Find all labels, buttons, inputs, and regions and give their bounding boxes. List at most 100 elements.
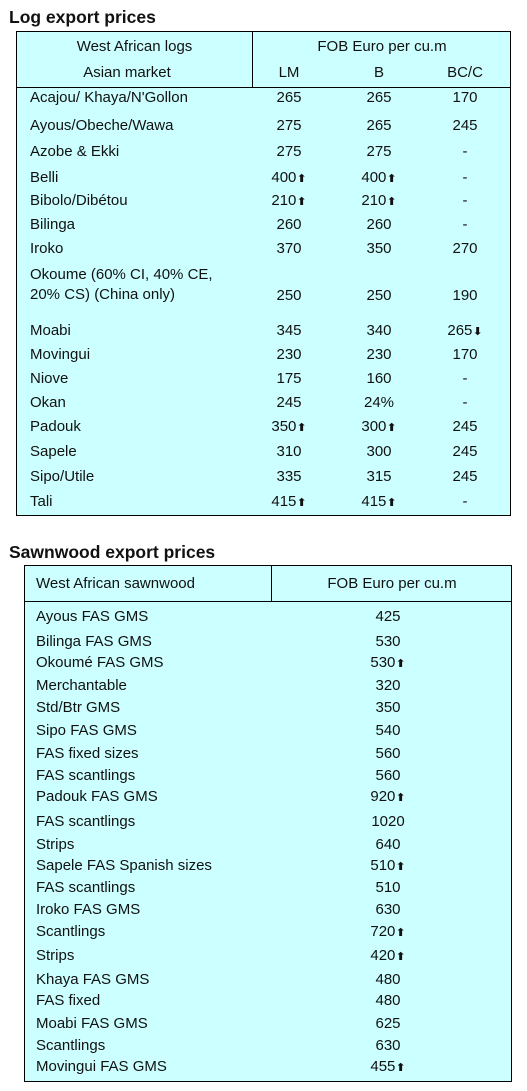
price-lm: 265 [249, 89, 329, 107]
price-bcc: - [425, 216, 505, 234]
product-name: FAS fixed sizes [36, 745, 139, 763]
arrow-up-icon: ⬆ [296, 196, 308, 208]
product-name: Iroko FAS GMS [36, 901, 140, 919]
species-name: Azobe & Ekki [30, 143, 119, 161]
species-name-value: Iroko [30, 240, 64, 257]
product-name: Bilinga FAS GMS [36, 633, 152, 651]
price-lm: 370 [249, 240, 329, 258]
price-bcc: 245 [425, 468, 505, 486]
product-name: Khaya FAS GMS [36, 971, 149, 989]
product-price: 510 [348, 879, 428, 897]
product-name: Movingui FAS GMS [36, 1058, 167, 1076]
price-b-value: 350 [366, 240, 392, 257]
product-price: 560 [348, 745, 428, 763]
species-name-value: Okan [30, 394, 66, 411]
price-lm-value: 335 [276, 468, 302, 485]
product-price-value: 480 [375, 971, 401, 988]
price-b-value: 210 [361, 192, 387, 209]
arrow-down-icon: ⬇ [472, 326, 484, 338]
product-name-value: Padouk FAS GMS [36, 788, 158, 805]
product-name-value: FAS fixed sizes [36, 745, 139, 762]
price-bcc-value: 170 [452, 89, 478, 106]
product-price-value: 560 [375, 767, 401, 784]
arrow-up-icon: ⬆ [296, 173, 308, 185]
header-price-unit: FOB Euro per cu.m [317, 38, 447, 55]
product-price-value: 920 [370, 788, 396, 805]
price-bcc: 170 [425, 89, 505, 107]
product-price: 455⬆ [348, 1058, 428, 1077]
product-price-value: 625 [375, 1015, 401, 1032]
arrow-up-icon: ⬆ [296, 422, 308, 434]
price-lm-value: 350 [271, 418, 297, 435]
product-name-value: Movingui FAS GMS [36, 1058, 167, 1075]
price-lm: 260 [249, 216, 329, 234]
species-name-value: Niove [30, 370, 69, 387]
price-lm-value: 400 [271, 169, 297, 186]
species-name: Moabi [30, 322, 71, 340]
product-price: 510⬆ [348, 857, 428, 876]
product-price: 630 [348, 1037, 428, 1055]
price-b: 400⬆ [339, 169, 419, 188]
species-name: Acajou/ Khaya/N'Gollon [30, 89, 188, 107]
price-b-value: 24% [363, 394, 395, 411]
header-divider [271, 566, 272, 601]
price-bcc-value: 190 [452, 287, 478, 304]
product-price: 480 [348, 992, 428, 1010]
price-bcc-value: 170 [452, 346, 478, 363]
header-col-b: B [373, 64, 384, 81]
product-price: 530 [348, 633, 428, 651]
species-name-value: Padouk [30, 418, 81, 435]
price-bcc: - [425, 493, 505, 511]
price-lm-value: 345 [276, 322, 302, 339]
price-bcc: 190 [425, 287, 505, 305]
price-b: 250 [339, 287, 419, 305]
price-b-value: 275 [366, 143, 392, 160]
price-b-value: 230 [366, 346, 392, 363]
price-bcc: - [425, 169, 505, 187]
price-bcc-value: - [462, 370, 468, 387]
header-market: Asian market [83, 64, 171, 81]
header-col-lm: LM [278, 64, 300, 81]
price-bcc-value: - [462, 493, 468, 510]
price-lm-value: 260 [276, 216, 302, 233]
product-name-value: Merchantable [36, 677, 127, 694]
price-b: 265 [339, 117, 419, 135]
species-name: Okoume (60% CI, 40% CE, 20% CS) (China o… [30, 265, 240, 305]
price-lm: 350⬆ [249, 418, 329, 437]
price-bcc: 270 [425, 240, 505, 258]
price-b: 230 [339, 346, 419, 364]
price-lm: 250 [249, 287, 329, 305]
price-bcc-value: 245 [452, 418, 478, 435]
product-price: 640 [348, 836, 428, 854]
product-name: Strips [36, 947, 74, 965]
price-lm: 335 [249, 468, 329, 486]
species-name: Ayous/Obeche/Wawa [30, 117, 173, 135]
product-name: Sipo FAS GMS [36, 722, 137, 740]
product-price: 425 [348, 608, 428, 626]
product-price: 480 [348, 971, 428, 989]
arrow-up-icon: ⬆ [395, 951, 407, 963]
species-name: Belli [30, 169, 58, 187]
price-b-value: 340 [366, 322, 392, 339]
price-bcc-value: - [462, 143, 468, 160]
price-lm-value: 310 [276, 443, 302, 460]
price-b: 265 [339, 89, 419, 107]
species-name: Tali [30, 493, 53, 511]
price-lm: 400⬆ [249, 169, 329, 188]
price-lm-value: 175 [276, 370, 302, 387]
arrow-up-icon: ⬆ [395, 927, 407, 939]
price-bcc: - [425, 192, 505, 210]
species-name-value: Bilinga [30, 216, 76, 233]
species-name-value: Acajou/ Khaya/N'Gollon [30, 89, 188, 106]
price-lm-value: 230 [276, 346, 302, 363]
price-b: 340 [339, 322, 419, 340]
species-name-value: Azobe & Ekki [30, 143, 120, 160]
product-name-value: Sipo FAS GMS [36, 722, 137, 739]
sawnwood-prices-table: West African sawnwood FOB Euro per cu.m … [24, 565, 512, 1082]
price-lm-value: 275 [276, 117, 302, 134]
product-name: Moabi FAS GMS [36, 1015, 148, 1033]
species-name-value: Moabi [30, 322, 71, 339]
product-name: Scantlings [36, 923, 105, 941]
price-b: 275 [339, 143, 419, 161]
product-price-value: 510 [375, 879, 401, 896]
